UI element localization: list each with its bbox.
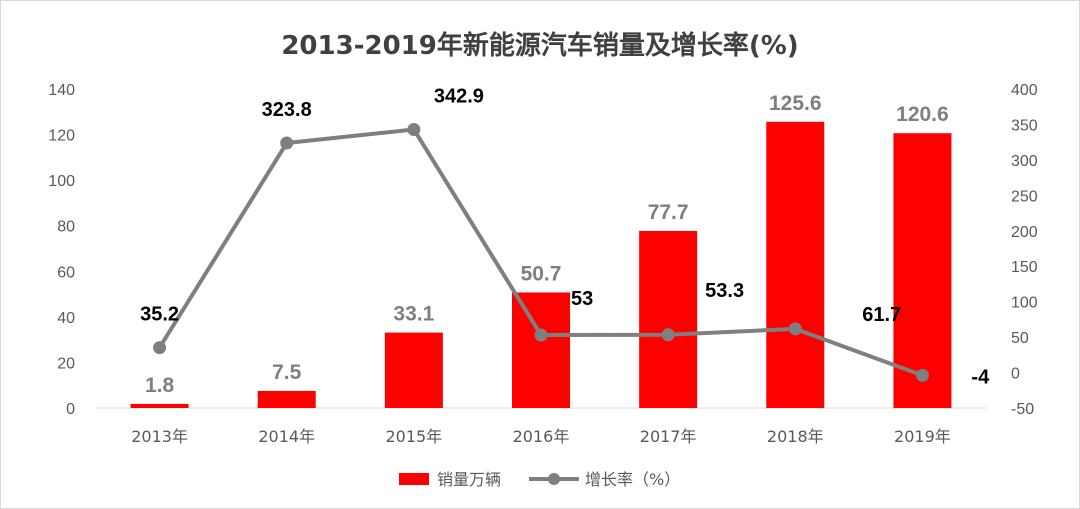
bar-value-label: 33.1 (393, 303, 434, 326)
category-label: 2014年 (258, 427, 315, 446)
legend: 销量万辆 增长率（%） (399, 470, 680, 489)
bar (257, 390, 316, 408)
legend-line-label: 增长率（%） (585, 470, 680, 489)
bar-value-label: 125.6 (769, 92, 822, 115)
left-tick-label: 100 (48, 173, 75, 190)
right-tick-label: 0 (1011, 366, 1020, 383)
left-tick-label: 120 (48, 128, 75, 145)
category-label: 2017年 (640, 427, 697, 446)
rate-point (915, 368, 929, 382)
legend-bar-swatch (399, 473, 429, 485)
rate-value-label: 35.2 (140, 304, 179, 326)
bar-value-label: 7.5 (272, 361, 302, 384)
category-label: 2019年 (894, 427, 951, 446)
right-tick-label: -50 (1011, 401, 1034, 418)
bar-series (130, 121, 952, 408)
left-tick-label: 0 (66, 401, 75, 418)
rate-data-labels: 35.2 323.8 342.9 53 53.3 61.7 -4 (140, 85, 990, 388)
bar (893, 133, 952, 408)
chart-title: 2013-2019年新能源汽车销量及增长率(%) (281, 30, 798, 61)
left-tick-label: 40 (57, 310, 75, 327)
rate-value-label: 53 (571, 288, 593, 310)
right-tick-label: 50 (1011, 330, 1029, 347)
rate-value-label: 53.3 (705, 280, 744, 302)
left-axis-ticks: 0 20 40 60 80 100 120 140 (48, 82, 75, 418)
bar (384, 332, 443, 408)
right-tick-label: 400 (1011, 82, 1038, 99)
left-tick-label: 60 (57, 264, 75, 281)
bar-value-label: 77.7 (648, 201, 689, 224)
bar (130, 403, 189, 408)
bar (766, 121, 825, 408)
bar-value-label: 50.7 (521, 262, 562, 285)
right-axis-ticks: -50 0 50 100 150 200 250 300 350 400 (1011, 82, 1038, 418)
category-label: 2016年 (513, 427, 570, 446)
category-labels: 2013年 2014年 2015年 2016年 2017年 2018年 2019年 (131, 427, 951, 446)
right-tick-label: 250 (1011, 188, 1038, 205)
rate-point (661, 328, 675, 342)
bar-value-label: 1.8 (145, 374, 175, 397)
rate-value-label: 342.9 (434, 85, 484, 107)
legend-bar-label: 销量万辆 (437, 470, 501, 489)
category-label: 2015年 (385, 427, 442, 446)
rate-point (153, 341, 167, 355)
category-label: 2013年 (131, 427, 188, 446)
rate-value-label: -4 (971, 366, 990, 388)
right-tick-label: 200 (1011, 224, 1038, 241)
rate-value-label: 61.7 (862, 304, 901, 326)
left-tick-label: 140 (48, 82, 75, 99)
rate-point (280, 136, 294, 150)
bar (512, 292, 570, 408)
line-series (153, 122, 929, 382)
bar (639, 230, 698, 408)
right-tick-label: 150 (1011, 259, 1038, 276)
right-tick-label: 350 (1011, 117, 1038, 134)
rate-point (788, 322, 802, 336)
rate-point (534, 328, 548, 342)
left-tick-label: 20 (57, 355, 75, 372)
legend-line-marker (548, 473, 560, 485)
left-tick-label: 80 (57, 219, 75, 236)
right-tick-label: 300 (1011, 153, 1038, 170)
category-label: 2018年 (767, 427, 824, 446)
rate-value-label: 323.8 (262, 99, 312, 121)
right-tick-label: 100 (1011, 295, 1038, 312)
bar-value-label: 120.6 (896, 103, 949, 126)
rate-point (407, 122, 421, 136)
bar-data-labels: 1.8 7.5 33.1 50.7 77.7 125.6 120.6 (145, 92, 949, 397)
